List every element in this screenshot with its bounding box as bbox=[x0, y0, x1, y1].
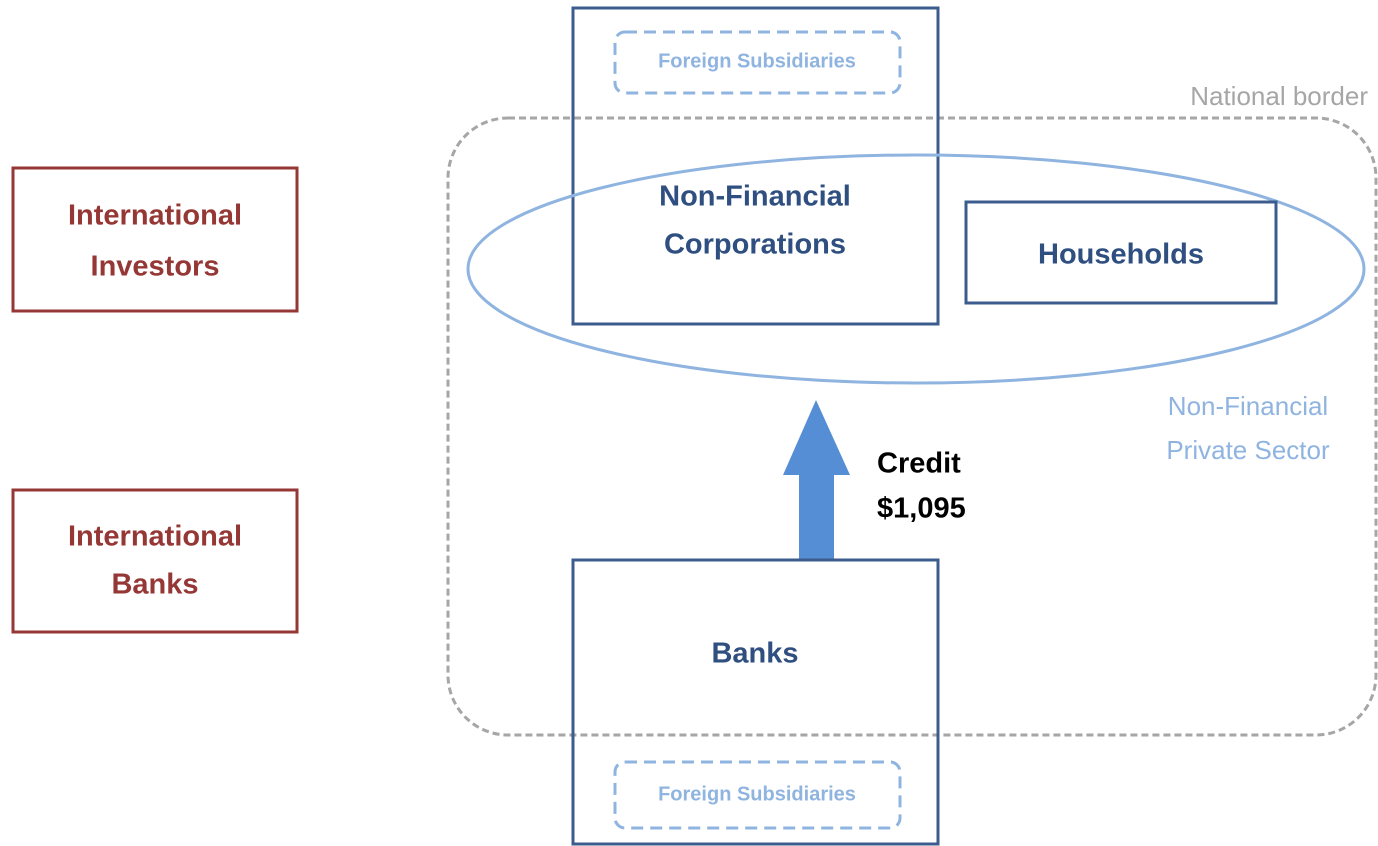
private-sector-label: Private Sector bbox=[1166, 435, 1330, 465]
private-sector-label: Non-Financial bbox=[1168, 391, 1328, 421]
intl-banks-label: International bbox=[68, 521, 242, 553]
nfc-box bbox=[571, 6, 940, 326]
nfc-label: Corporations bbox=[664, 229, 846, 261]
banks-label: Banks bbox=[711, 638, 798, 670]
foreign-subsidiaries-box bbox=[613, 30, 902, 95]
investors-label: Investors bbox=[91, 251, 220, 283]
intl-banks-box bbox=[11, 488, 299, 634]
credit-value: $1,095 bbox=[877, 493, 966, 525]
intl-banks-label: Banks bbox=[111, 569, 198, 601]
foreign-subsidiaries-label: Foreign Subsidiaries bbox=[658, 50, 856, 72]
nfc-label: Non-Financial bbox=[659, 181, 851, 213]
households-label: Households bbox=[1038, 239, 1204, 271]
banks-box bbox=[571, 558, 940, 846]
investors-box bbox=[11, 166, 299, 313]
foreign-subsidiaries-label: Foreign Subsidiaries bbox=[658, 783, 856, 805]
private-sector-ellipse bbox=[466, 153, 1366, 385]
households-box bbox=[964, 200, 1278, 305]
national-border-label: National border bbox=[1190, 81, 1368, 111]
credit-arrow bbox=[783, 400, 850, 560]
national-border-box bbox=[446, 116, 1378, 737]
investors-label: International bbox=[68, 200, 242, 232]
credit-label: Credit bbox=[877, 448, 961, 480]
